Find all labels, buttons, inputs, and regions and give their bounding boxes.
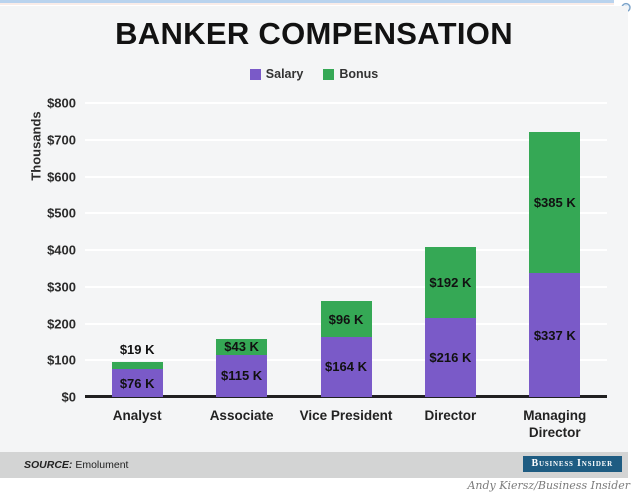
gridline [85, 249, 607, 251]
chart: BANKER COMPENSATION Salary Bonus Thousan… [0, 6, 628, 478]
source-text: SOURCE: Emolument [24, 459, 128, 471]
bonus-value-label: $43 K [224, 339, 259, 355]
bonus-value-label: $192 K [429, 274, 472, 290]
gridline [85, 285, 607, 288]
gridline [85, 102, 607, 104]
y-tick-label: $800 [47, 95, 76, 111]
y-tick-label: $300 [47, 279, 76, 295]
bonus-value-label: $96 K [328, 311, 364, 327]
gridline [85, 212, 607, 215]
x-tick-label: Managing Director [523, 408, 587, 440]
y-tick-label: $600 [47, 169, 76, 184]
gridline [85, 175, 607, 178]
salary-value-label: $115 K [220, 368, 263, 384]
salary-value-label: $164 K [325, 359, 367, 375]
salary-value-label: $337 K [533, 327, 576, 343]
legend-label-bonus: Bonus [339, 67, 379, 81]
bonus-value-label: $385 K [533, 194, 576, 210]
salary-segment[interactable]: $164 K [320, 336, 372, 397]
plot-area: $76 K $19 K $115 K $43 K $164 K $96 K $216 K $1… [85, 102, 607, 398]
top-divider-line [0, 3, 614, 5]
y-tick-label: $500 [47, 205, 76, 221]
bonus-segment[interactable] [111, 362, 163, 370]
legend-item-bonus[interactable]: Bonus [323, 67, 378, 81]
business-insider-badge[interactable]: Business Insider [522, 456, 622, 472]
bonus-value-label: $19 K [119, 342, 155, 358]
legend-item-salary[interactable]: Salary [249, 67, 304, 81]
chart-title: BANKER COMPENSATION [115, 16, 513, 51]
y-tick-label: $200 [47, 316, 76, 331]
bonus-segment[interactable]: $385 K [529, 131, 581, 274]
bonus-segment[interactable]: $96 K [320, 301, 372, 337]
y-tick-label: $0 [61, 389, 76, 405]
salary-value-label: $216 K [429, 349, 472, 365]
top-accent-strip [0, 0, 614, 3]
credit-line: Andy Kiersz/Business Insider [467, 479, 630, 492]
salary-segment[interactable]: $76 K [111, 369, 163, 397]
y-tick-label: $400 [47, 242, 76, 258]
x-tick-label: Vice President [299, 408, 393, 423]
x-tick-label: Analyst [112, 408, 162, 423]
salary-swatch-icon [249, 68, 261, 80]
bonus-swatch-icon [323, 68, 335, 80]
salary-segment[interactable]: $337 K [529, 273, 581, 397]
bonus-segment[interactable]: $43 K [216, 338, 268, 355]
y-tick-label: $700 [47, 132, 76, 148]
source-value: Emolument [75, 459, 129, 471]
gridline [85, 138, 607, 141]
legend: Salary Bonus [0, 67, 628, 81]
salary-segment[interactable]: $115 K [216, 354, 268, 397]
x-tick-label: Associate [209, 408, 274, 423]
bonus-segment[interactable]: $192 K [424, 247, 476, 318]
salary-value-label: $76 K [119, 375, 155, 391]
x-tick-label: Director [424, 408, 477, 423]
salary-segment[interactable]: $216 K [424, 317, 476, 397]
source-bar: SOURCE: Emolument Business Insider [0, 452, 628, 478]
source-label: SOURCE: [24, 459, 73, 471]
legend-label-salary: Salary [265, 67, 304, 81]
y-tick-label: $100 [47, 352, 76, 368]
